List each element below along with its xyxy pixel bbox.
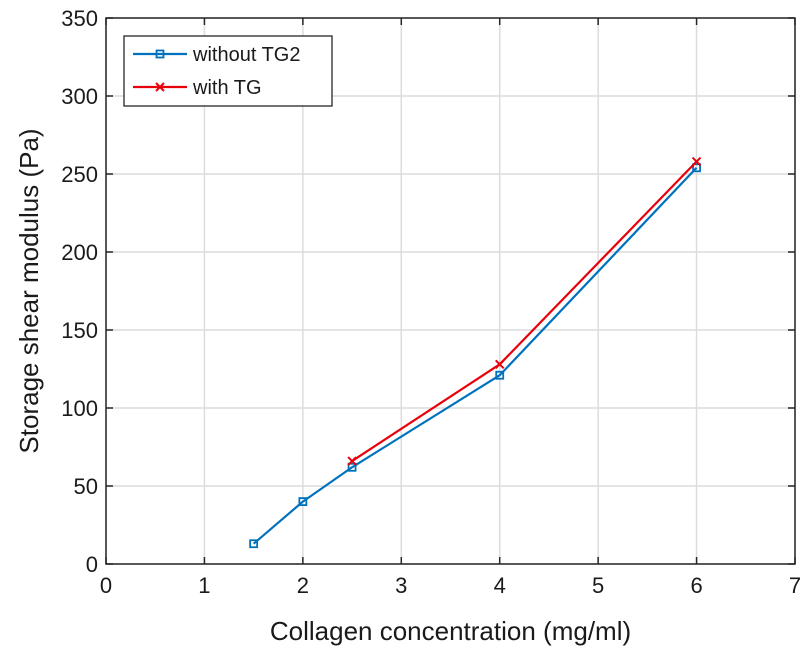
y-tick-label: 0 <box>86 552 98 577</box>
y-tick-label: 200 <box>61 240 98 265</box>
y-tick-label: 250 <box>61 162 98 187</box>
legend-marker <box>155 82 165 92</box>
series-1 <box>347 156 702 466</box>
y-tick-label: 100 <box>61 396 98 421</box>
x-tick-label: 5 <box>592 573 604 598</box>
y-tick-label: 50 <box>74 474 98 499</box>
y-tick-label: 350 <box>61 6 98 31</box>
series-layer <box>249 156 702 549</box>
data-point <box>691 156 702 167</box>
x-tick-label: 4 <box>494 573 506 598</box>
data-point <box>298 497 308 507</box>
data-point <box>495 359 505 370</box>
series-line <box>351 160 698 462</box>
series-0 <box>249 163 701 549</box>
axis-ticks: 0 1 2 3 4 5 6 7 0 50 100 150 200 250 300 350 <box>61 6 801 598</box>
x-tick-label: 2 <box>297 573 309 598</box>
legend-box <box>123 35 333 107</box>
y-axis-label: Storage shear modulus (Pa) <box>14 128 44 453</box>
x-tick-label: 1 <box>198 573 210 598</box>
y-tick-label: 300 <box>61 84 98 109</box>
legend-entry: with TG <box>133 77 262 99</box>
data-point <box>692 163 701 173</box>
series-line <box>252 167 698 545</box>
x-axis-label: Collagen concentration (mg/ml) <box>270 616 631 646</box>
grid-lines <box>105 17 796 565</box>
data-point <box>495 370 505 380</box>
plot-area-frame <box>105 17 796 565</box>
x-tick-label: 7 <box>789 573 801 598</box>
y-tick-label: 150 <box>61 318 98 343</box>
data-point <box>249 539 259 549</box>
legend-label: without TG2 <box>192 44 300 66</box>
data-point <box>347 462 357 472</box>
legend: without TG2 with TG <box>123 35 333 107</box>
x-tick-label: 3 <box>395 573 407 598</box>
data-point <box>347 456 357 466</box>
legend-marker <box>155 49 165 59</box>
x-tick-label: 0 <box>100 573 112 598</box>
legend-entry: without TG2 <box>133 44 300 66</box>
legend-label: with TG <box>192 77 262 99</box>
x-tick-label: 6 <box>690 573 702 598</box>
